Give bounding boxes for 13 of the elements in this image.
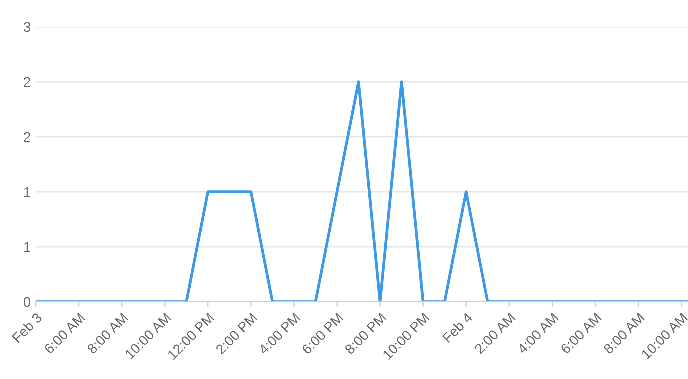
x-tick-label: 4:00 PM	[258, 312, 301, 356]
y-tick-label: 3	[24, 22, 31, 32]
y-tick-label: 0	[24, 297, 31, 308]
y-tick-label: 2	[24, 132, 30, 142]
x-tick-label: Feb 4	[442, 312, 474, 344]
y-tick-label: 2	[24, 77, 30, 88]
y-tick-label: 1	[24, 242, 30, 252]
x-tick-label: Feb 3	[12, 312, 43, 344]
x-tick-label: 6:00 PM	[301, 312, 344, 356]
x-tick-label: 6:00 AM	[44, 312, 86, 354]
y-tick-label: 1	[24, 187, 30, 198]
x-tick-label: 4:00 AM	[516, 312, 559, 355]
x-tick-label: 6:00 AM	[560, 312, 602, 354]
